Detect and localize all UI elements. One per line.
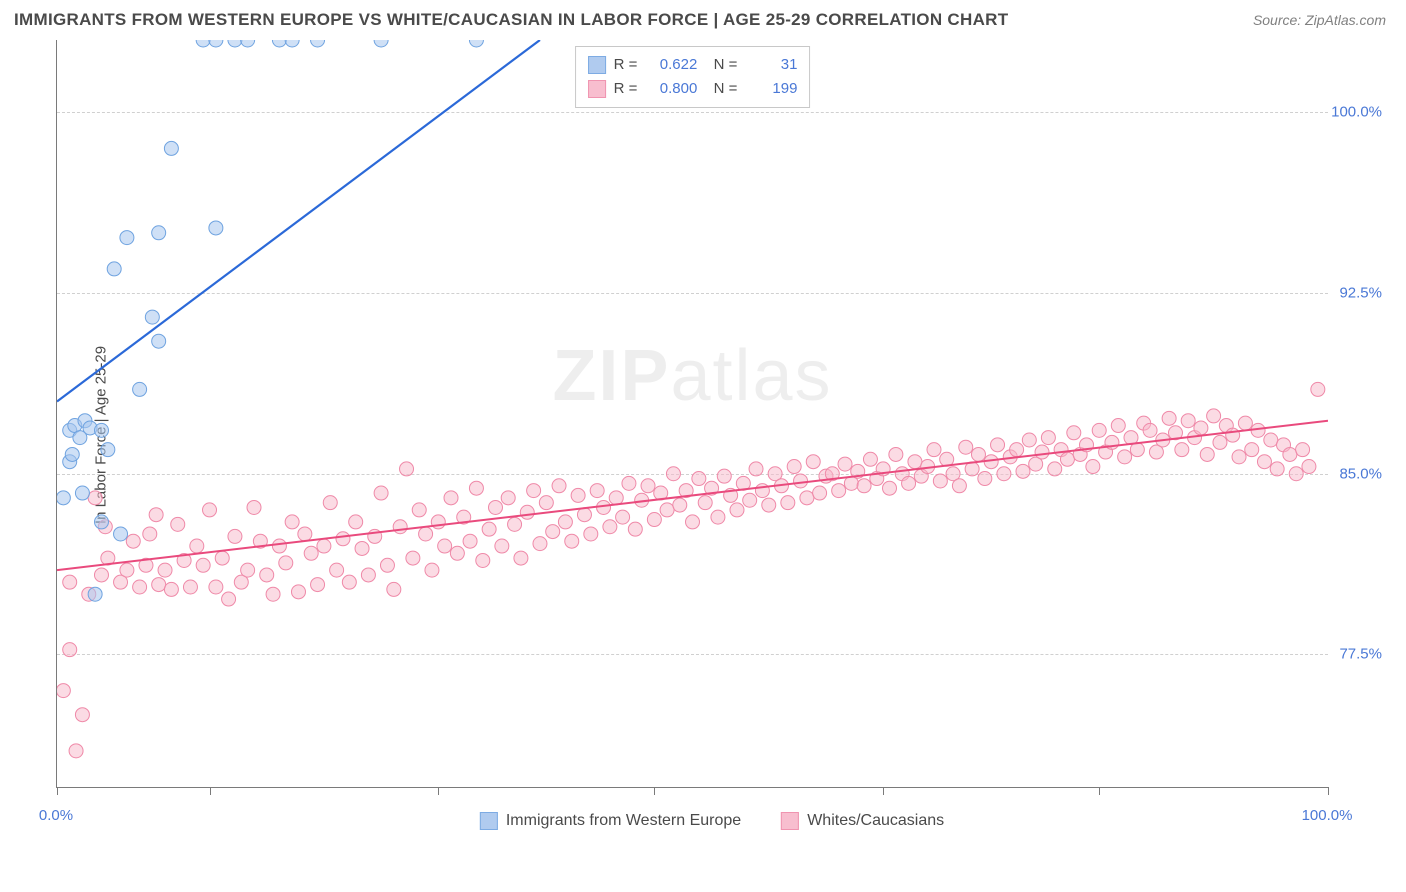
legend-item-pink: Whites/Caucasians	[781, 812, 944, 830]
chart-title: IMMIGRANTS FROM WESTERN EUROPE VS WHITE/…	[14, 10, 1008, 30]
legend-row-blue: R =0.622 N =31	[588, 53, 798, 77]
legend-item-blue: Immigrants from Western Europe	[480, 812, 741, 830]
x-tick	[1328, 787, 1329, 795]
x-max-label: 100.0%	[1302, 807, 1353, 824]
x-tick	[210, 787, 211, 795]
x-tick	[654, 787, 655, 795]
y-tick-label: 77.5%	[1339, 646, 1382, 663]
legend-bottom: Immigrants from Western Europe Whites/Ca…	[480, 812, 944, 830]
source-label: Source: ZipAtlas.com	[1253, 12, 1386, 28]
x-min-label: 0.0%	[39, 807, 73, 824]
swatch-pink-icon	[588, 80, 606, 98]
legend-row-pink: R =0.800 N =199	[588, 77, 798, 101]
correlation-legend: R =0.622 N =31 R =0.800 N =199	[575, 46, 811, 108]
trend-line	[57, 421, 1328, 570]
legend-label: Immigrants from Western Europe	[506, 812, 741, 830]
plot-area: ZIPatlas R =0.622 N =31 R =0.800 N =199 …	[56, 40, 1328, 788]
trend-layer	[57, 40, 1328, 787]
y-tick-label: 85.0%	[1339, 465, 1382, 482]
swatch-blue-icon	[588, 56, 606, 74]
swatch-blue-icon	[480, 812, 498, 830]
y-tick-label: 100.0%	[1331, 104, 1382, 121]
x-tick	[57, 787, 58, 795]
y-tick-label: 92.5%	[1339, 285, 1382, 302]
swatch-pink-icon	[781, 812, 799, 830]
trend-line	[57, 40, 540, 401]
legend-label: Whites/Caucasians	[807, 812, 944, 830]
x-tick	[1099, 787, 1100, 795]
x-tick	[883, 787, 884, 795]
x-tick	[438, 787, 439, 795]
